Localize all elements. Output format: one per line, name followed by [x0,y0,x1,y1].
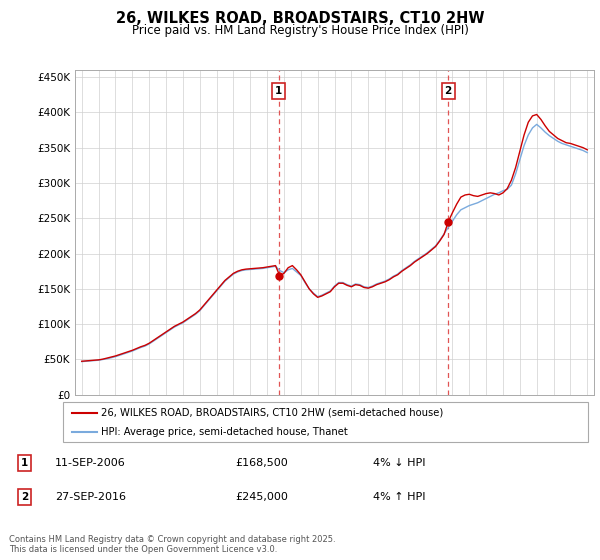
Text: 1: 1 [21,458,29,468]
Text: 2: 2 [445,86,452,96]
Text: Contains HM Land Registry data © Crown copyright and database right 2025.
This d: Contains HM Land Registry data © Crown c… [9,535,335,554]
Text: 4% ↓ HPI: 4% ↓ HPI [373,458,426,468]
Text: £168,500: £168,500 [236,458,289,468]
Text: 11-SEP-2006: 11-SEP-2006 [55,458,126,468]
Text: 2: 2 [21,492,29,502]
Text: 27-SEP-2016: 27-SEP-2016 [55,492,126,502]
Text: 4% ↑ HPI: 4% ↑ HPI [373,492,426,502]
Text: Price paid vs. HM Land Registry's House Price Index (HPI): Price paid vs. HM Land Registry's House … [131,24,469,37]
FancyBboxPatch shape [63,402,588,442]
Text: 26, WILKES ROAD, BROADSTAIRS, CT10 2HW: 26, WILKES ROAD, BROADSTAIRS, CT10 2HW [116,11,484,26]
Text: 1: 1 [275,86,283,96]
Text: HPI: Average price, semi-detached house, Thanet: HPI: Average price, semi-detached house,… [101,427,347,436]
Text: 26, WILKES ROAD, BROADSTAIRS, CT10 2HW (semi-detached house): 26, WILKES ROAD, BROADSTAIRS, CT10 2HW (… [101,408,443,418]
Text: £245,000: £245,000 [236,492,289,502]
